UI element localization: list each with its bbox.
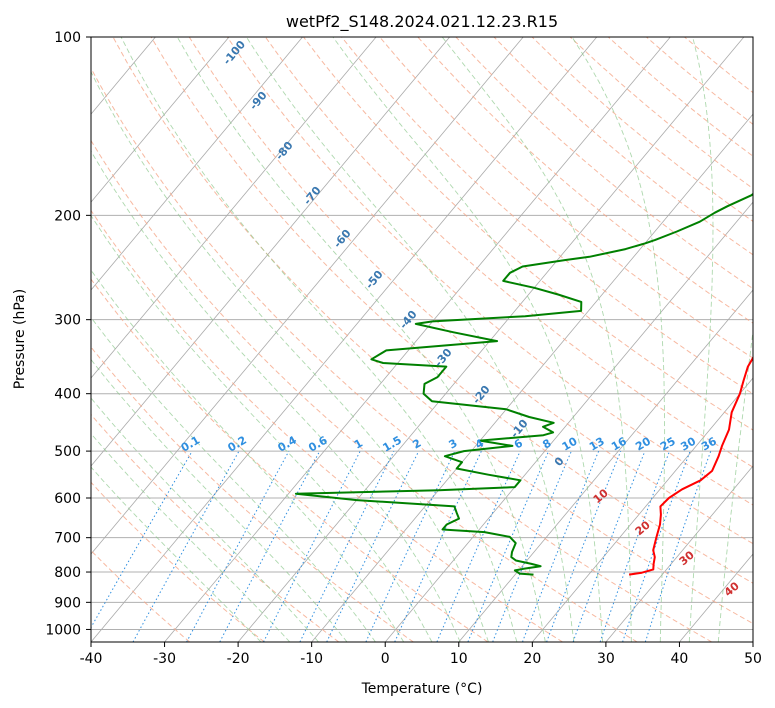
- dry-adiabat-line: [303, 37, 753, 431]
- isotherm-line: [164, 37, 671, 642]
- dry-adiabat-line: [91, 278, 489, 642]
- moist-adiabat-line: [441, 37, 632, 642]
- x-tick-label: 30: [597, 651, 615, 667]
- dry-adiabat-line: [341, 37, 753, 395]
- mixing-ratio-line: [522, 450, 600, 642]
- y-tick-label: 500: [54, 444, 81, 460]
- moist-adiabat-line: [91, 466, 262, 642]
- isotherm-line: [605, 465, 753, 642]
- x-tick-label: -40: [80, 651, 103, 667]
- mixing-ratio-line: [599, 450, 671, 642]
- y-tick-label: 700: [54, 531, 81, 547]
- isotherm-line: [91, 37, 524, 555]
- mixing-ratio-line: [299, 450, 395, 642]
- moist-adiabat-line: [246, 37, 575, 642]
- y-axis-label: Pressure (hPa): [12, 289, 28, 389]
- moist-adiabat-line: [688, 37, 714, 642]
- isotherm-line: [0, 37, 8, 642]
- plot-frame: [90, 36, 754, 643]
- mixing-ratio-line: [546, 450, 622, 642]
- isotherm-line: [384, 201, 753, 642]
- y-tick-label: 300: [54, 313, 81, 329]
- sounding-series: [294, 192, 753, 576]
- mixing-ratio-line: [436, 450, 521, 642]
- y-tick-label: 200: [54, 208, 81, 224]
- dewpoint-line: [294, 192, 753, 576]
- moist-adiabat-line: [717, 327, 753, 642]
- isotherm-line: [752, 641, 753, 642]
- mixing-ratio-line: [467, 450, 550, 642]
- background-adiabats: [91, 37, 753, 642]
- x-tick-label: 0: [381, 651, 390, 667]
- isotherm-line: [91, 37, 230, 203]
- moist-adiabat-line: [91, 150, 461, 642]
- moist-adiabat-line: [571, 37, 666, 642]
- dry-adiabat-line: [91, 209, 563, 642]
- dry-adiabat-line: [91, 413, 340, 642]
- moist-adiabat-line: [91, 70, 489, 642]
- y-tick-label: 800: [54, 565, 81, 581]
- mixing-ratio-line: [263, 450, 361, 642]
- moist-adiabat-line: [91, 358, 348, 642]
- mixing-ratio-line: [186, 450, 290, 642]
- moist-adiabat-line: [91, 316, 376, 642]
- y-tick-label: 1000: [45, 622, 81, 638]
- isotherm-line: [91, 37, 377, 379]
- isotherm-line: [458, 289, 753, 642]
- dry-adiabat-line: [91, 481, 265, 642]
- x-tick-label: 50: [744, 651, 762, 667]
- dry-adiabat-line: [455, 37, 753, 290]
- moist-adiabat-line: [91, 432, 291, 642]
- y-tick-label: 100: [54, 30, 81, 46]
- x-tick-label: -30: [153, 651, 176, 667]
- dry-adiabat-line: [150, 37, 753, 584]
- mixing-ratio-line: [572, 450, 646, 642]
- x-tick-label: -20: [227, 651, 250, 667]
- dry-adiabat-line: [91, 139, 638, 642]
- isotherm-line: [91, 37, 450, 467]
- mixing-ratio-line: [644, 450, 712, 642]
- moist-adiabat-line: [91, 269, 405, 642]
- y-axis: 100 200 300 400 500 600 700 800 900 1000: [45, 30, 91, 638]
- x-tick-label: 40: [671, 651, 689, 667]
- x-tick-label: 20: [523, 651, 541, 667]
- isotherm-line: [532, 377, 753, 642]
- moist-adiabat-line: [91, 214, 433, 642]
- moist-adiabat-line: [332, 37, 604, 642]
- x-axis-label: Temperature (°C): [361, 681, 483, 697]
- moist-adiabat-line: [120, 37, 518, 642]
- chart-title: wetPf2_S148.2024.021.12.23.R15: [286, 12, 558, 32]
- dry-adiabat-line: [188, 37, 753, 545]
- x-tick-label: 10: [450, 651, 468, 667]
- y-tick-label: 900: [54, 595, 81, 611]
- moist-adiabat-line: [91, 397, 319, 642]
- y-tick-label: 400: [54, 387, 81, 403]
- dry-adiabat-line: [226, 37, 753, 506]
- mixing-ratio-line: [132, 450, 240, 642]
- y-tick-label: 600: [54, 491, 81, 507]
- isotherm-line: [91, 37, 303, 291]
- isotherm-line: [91, 37, 598, 642]
- x-axis: -40 -30 -20 -10 0 10 20 30 40 50: [80, 642, 762, 667]
- dry-adiabat-line: [91, 67, 713, 642]
- temperature-line: [628, 355, 753, 576]
- x-tick-label: -10: [300, 651, 323, 667]
- mixing-ratio-line: [492, 450, 572, 642]
